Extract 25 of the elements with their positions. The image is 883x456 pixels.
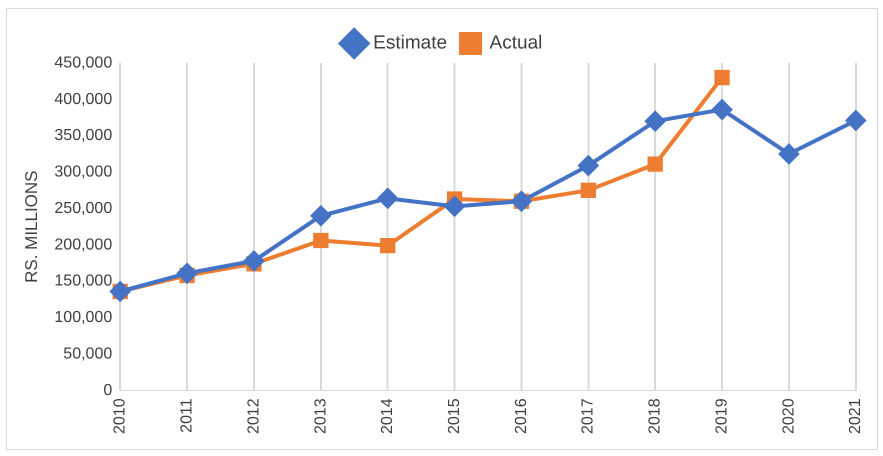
x-tick-label: 2021 (847, 398, 864, 434)
x-tick-label: 2017 (580, 398, 597, 434)
y-tick-label: 0 (103, 382, 112, 399)
y-tick-label: 150,000 (54, 272, 112, 290)
y-tick-label: 350,000 (54, 127, 112, 144)
legend-label: Estimate (373, 32, 448, 54)
legend-label: Actual (490, 32, 542, 54)
x-tick-label: 2020 (780, 398, 798, 434)
x-tick-label: 2014 (379, 398, 396, 434)
y-tick-label: 300,000 (54, 164, 112, 181)
x-tick-label: 2015 (446, 398, 463, 434)
x-tick-label: 2016 (512, 398, 530, 434)
x-tick-label: 2010 (112, 398, 129, 434)
y-axis-title: RS. MILLIONS (22, 170, 41, 283)
x-tick-label: 2018 (646, 398, 664, 434)
y-tick-label: 100,000 (54, 309, 112, 326)
x-tick-label: 2019 (713, 398, 730, 434)
y-tick-label: 250,000 (54, 200, 112, 217)
x-tick-label: 2012 (245, 398, 262, 434)
y-tick-label: 200,000 (54, 236, 112, 254)
y-tick-label: 400,000 (54, 90, 112, 108)
x-tick-label: 2013 (312, 398, 330, 434)
y-tick-label: 50,000 (63, 345, 112, 362)
y-tick-label: 450,000 (54, 54, 112, 72)
x-tick-label: 2011 (178, 398, 196, 433)
